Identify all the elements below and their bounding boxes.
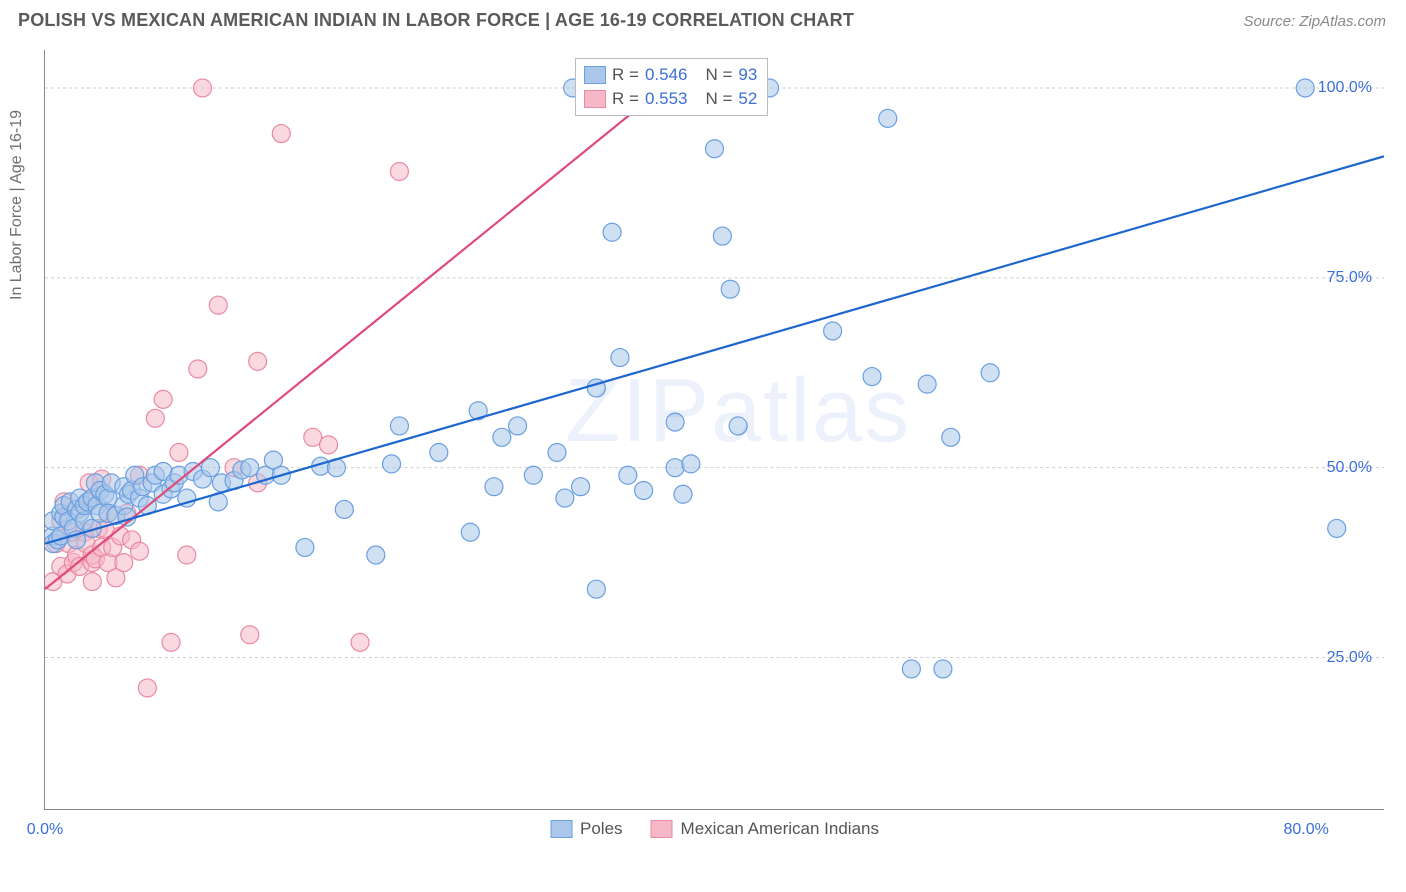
plot-area: ZIPatlas R = 0.546N = 93R = 0.553N = 52 …: [44, 50, 1384, 810]
y-axis-label: In Labor Force | Age 16-19: [8, 110, 26, 300]
legend-row: R = 0.553N = 52: [584, 87, 757, 111]
stats-legend: R = 0.546N = 93R = 0.553N = 52: [575, 58, 768, 116]
y-tick-label: 50.0%: [1327, 459, 1372, 477]
legend-swatch: [651, 820, 673, 838]
y-tick-label: 75.0%: [1327, 269, 1372, 287]
legend-swatch: [584, 66, 606, 84]
series-legend-item: Mexican American Indians: [651, 819, 879, 839]
series-legend-label: Mexican American Indians: [681, 819, 879, 839]
legend-row: R = 0.546N = 93: [584, 63, 757, 87]
series-legend-item: Poles: [550, 819, 623, 839]
chart-svg: [45, 50, 1384, 809]
y-tick-label: 100.0%: [1318, 79, 1372, 97]
legend-swatch: [550, 820, 572, 838]
y-tick-label: 25.0%: [1327, 649, 1372, 667]
legend-swatch: [584, 90, 606, 108]
series-legend: Poles Mexican American Indians: [550, 819, 879, 839]
series-legend-label: Poles: [580, 819, 623, 839]
chart-title: POLISH VS MEXICAN AMERICAN INDIAN IN LAB…: [18, 10, 854, 31]
chart-source: Source: ZipAtlas.com: [1243, 13, 1386, 30]
x-tick-label: 80.0%: [1283, 821, 1328, 839]
x-tick-label: 0.0%: [27, 821, 63, 839]
